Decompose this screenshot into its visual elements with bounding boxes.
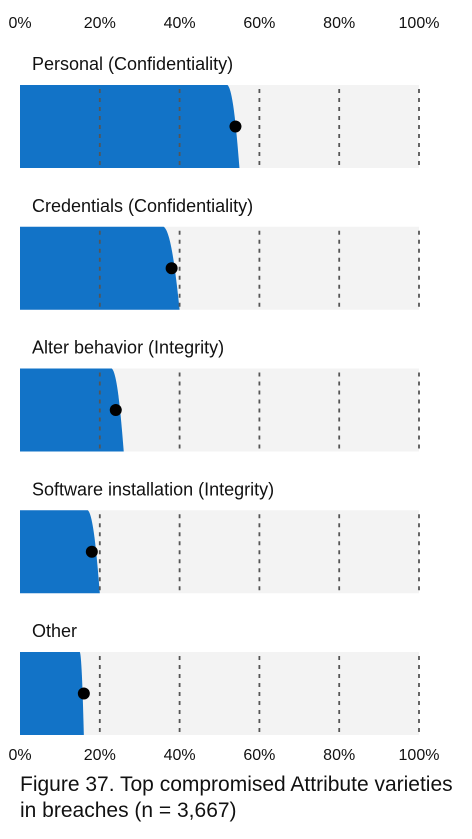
panel: Alter behavior (Integrity): [20, 338, 420, 452]
bottom-axis-tick-label: 100%: [399, 747, 440, 764]
point-estimate: [77, 687, 90, 700]
figure-caption: Figure 37. Top compromised Attribute var…: [20, 773, 453, 822]
top-axis-tick-label: 0%: [8, 15, 31, 32]
bottom-axis-tick-label: 60%: [243, 747, 275, 764]
point-estimate: [229, 120, 242, 133]
panel: Personal (Confidentiality): [20, 54, 420, 168]
category-label: Alter behavior (Integrity): [32, 338, 224, 358]
bottom-axis-tick-label: 0%: [8, 747, 31, 764]
bottom-axis-tick-label: 20%: [84, 747, 116, 764]
category-label: Personal (Confidentiality): [32, 54, 233, 74]
bar: [20, 368, 124, 452]
bottom-axis-tick-label: 40%: [164, 747, 196, 764]
top-axis-tick-label: 100%: [399, 15, 440, 32]
panel: Other: [20, 621, 420, 735]
top-axis-tick-label: 80%: [323, 15, 355, 32]
panel: Credentials (Confidentiality): [20, 196, 420, 310]
chart-panels: Personal (Confidentiality) Credentials (C…: [20, 54, 420, 735]
bottom-axis-ticks: 0% 20% 40% 60% 80% 100%: [8, 747, 439, 764]
bar: [20, 510, 100, 594]
bottom-axis-tick-label: 80%: [323, 747, 355, 764]
chart: 0% 20% 40% 60% 80% 100% Personal (Confidentia…: [8, 15, 439, 764]
point-estimate: [85, 545, 98, 558]
bar: [20, 85, 240, 168]
top-axis-tick-label: 20%: [84, 15, 116, 32]
category-label: Software installation (Integrity): [32, 479, 274, 499]
category-label: Credentials (Confidentiality): [32, 196, 253, 216]
point-estimate: [109, 404, 122, 416]
top-axis-tick-label: 60%: [243, 15, 275, 32]
top-axis-tick-label: 40%: [164, 15, 196, 32]
panel: Software installation (Integrity): [20, 479, 420, 594]
top-axis-ticks: 0% 20% 40% 60% 80% 100%: [8, 15, 439, 32]
category-label: Other: [32, 621, 77, 641]
point-estimate: [165, 262, 178, 275]
bar: [20, 652, 84, 735]
